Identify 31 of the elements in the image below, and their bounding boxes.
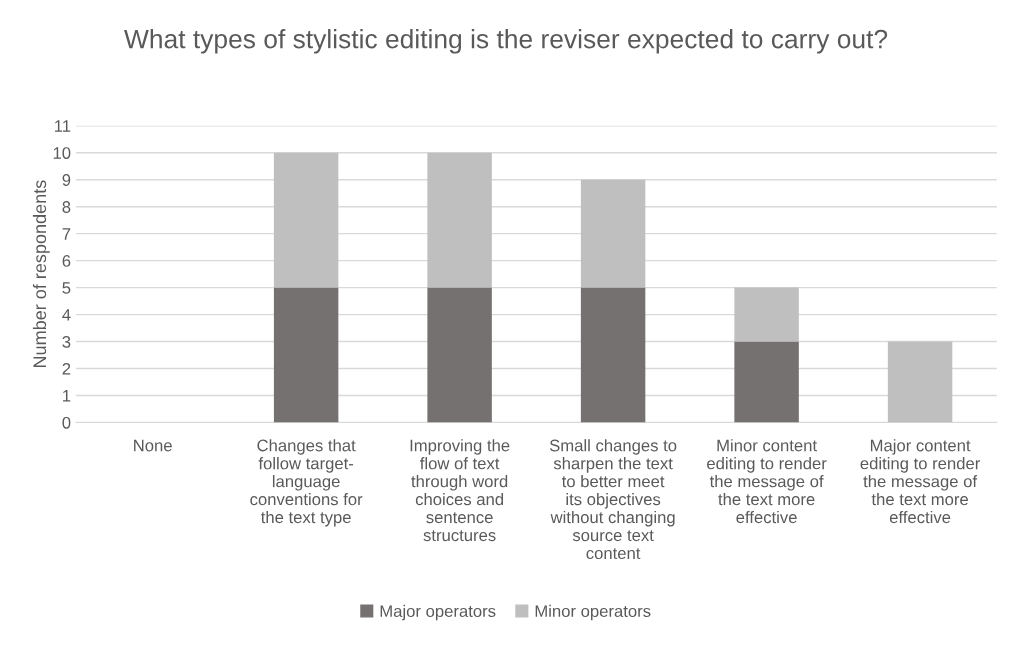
chart-title: What types of stylistic editing is the reviser expected to carry out? [124,29,888,54]
y-axis-title: Number of respondents [32,180,50,367]
legend-label: Major operators [380,604,496,621]
bar [273,152,339,288]
y-tick-label: 0 [62,416,71,429]
y-tick-label: 8 [62,201,71,213]
legend-label: Minor operators [535,604,651,621]
x-tick-label: Improving the flow of text through word choices and sentence structures [410,439,510,542]
x-tick-label: Changes that follow target-language conventions for the text type [250,439,363,527]
bar [580,179,646,288]
bar [273,287,339,423]
bar [427,152,492,288]
y-tick-label: 6 [62,255,71,267]
y-tick-label: 3 [62,335,71,348]
y-tick-label: 5 [62,282,71,294]
y-tick-label: 10 [53,147,71,159]
bar [580,287,646,423]
x-tick-label: Small changes to sharpen the text to better meet its objectives without changing source text content [549,439,677,560]
bar [887,341,953,423]
x-tick-label: None [134,439,172,452]
y-tick-label: 4 [62,309,71,321]
y-tick-label: 9 [62,174,71,186]
y-tick-label: 11 [55,120,71,132]
y-tick-label: 2 [62,362,71,375]
bar [734,341,799,423]
x-tick-label: Minor content editing to render the message of the text more effective [707,439,827,524]
y-tick-label: 7 [62,228,71,240]
y-tick-label: 1 [63,390,71,402]
bar [734,287,799,342]
x-tick-label: Major content editing to render the message of the text more effective [860,439,981,524]
bar [427,287,492,423]
